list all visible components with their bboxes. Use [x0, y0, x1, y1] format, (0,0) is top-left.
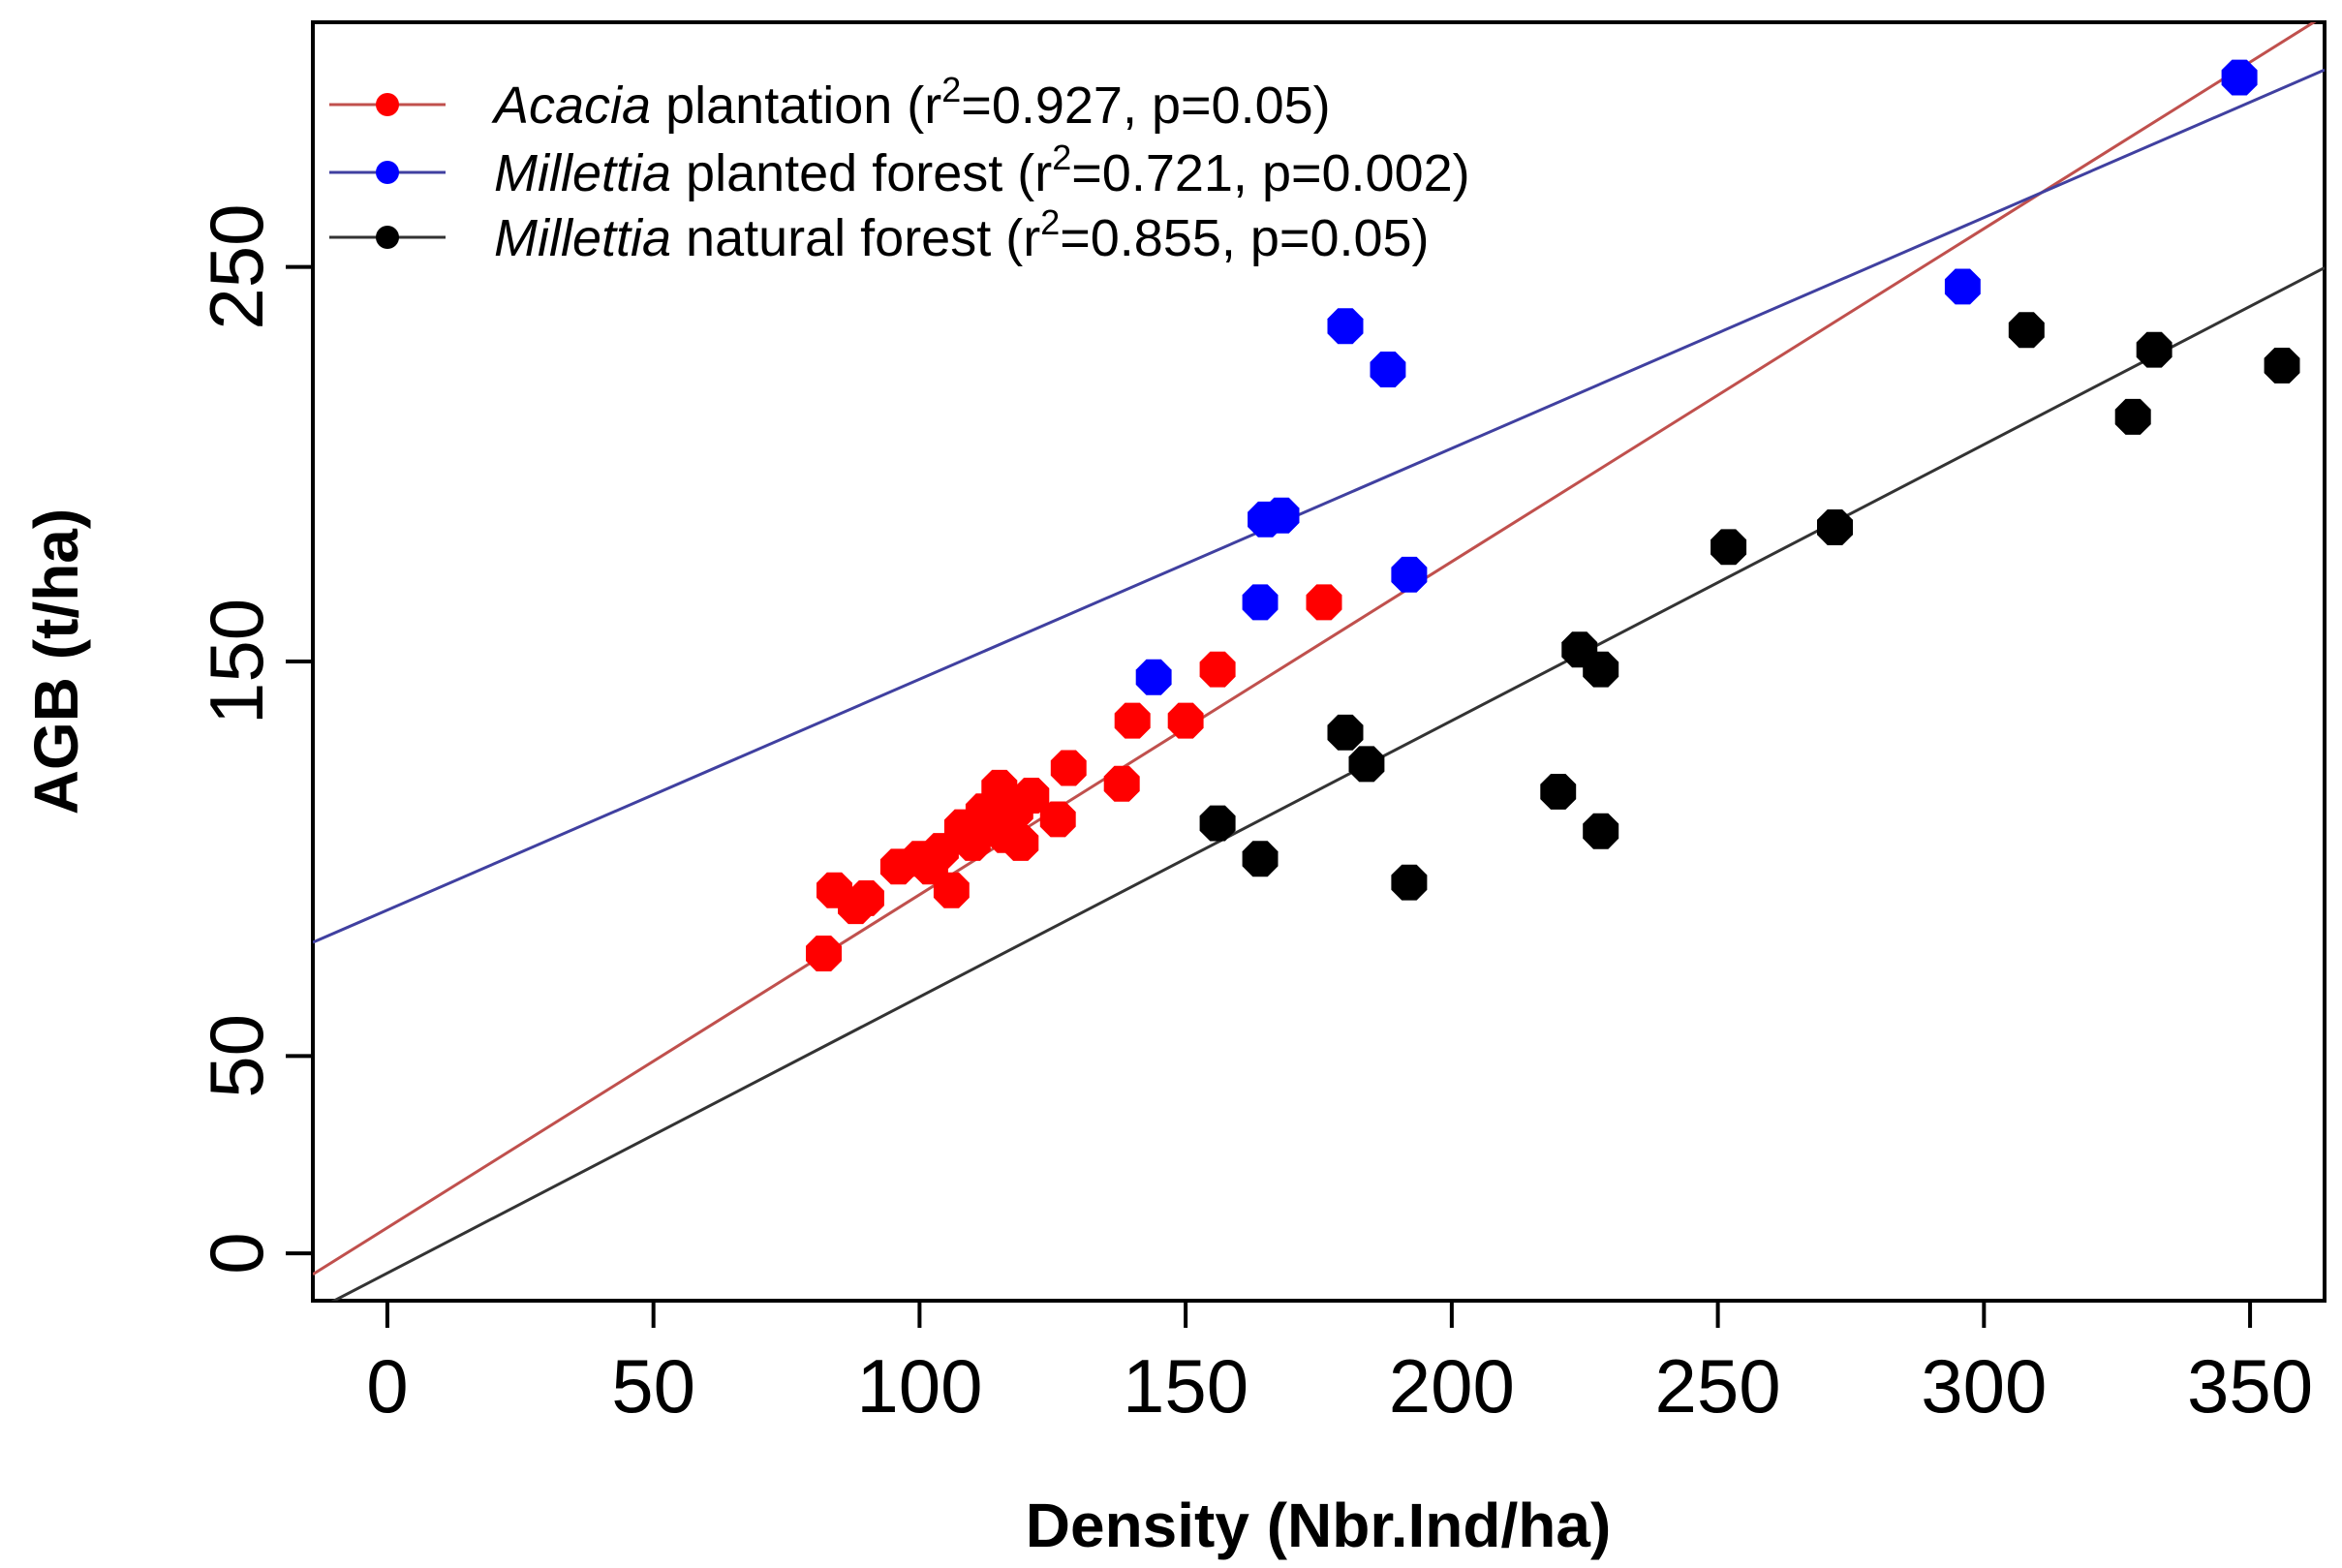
point-series-0-21	[1114, 702, 1151, 739]
y-axis: 0 50 150 250	[194, 204, 313, 1275]
point-series-2-14	[2264, 348, 2300, 384]
x-tick-label: 300	[1921, 1343, 2047, 1429]
point-series-2-11	[2008, 312, 2045, 349]
legend-label-0: Acacia plantation (r2=0.927, p=0.05)	[491, 70, 1331, 135]
point-series-0-20	[1103, 765, 1140, 802]
x-tick-label: 200	[1389, 1343, 1515, 1429]
legend-marker-0	[376, 93, 399, 116]
y-tick-label: 0	[194, 1232, 279, 1274]
point-series-2-7	[1583, 651, 1619, 688]
point-series-0-19	[1050, 750, 1087, 786]
point-series-1-8	[2221, 59, 2258, 96]
point-series-1-6	[1391, 556, 1428, 593]
y-tick-label: 50	[194, 1014, 279, 1098]
point-series-0-18	[1039, 801, 1076, 838]
point-series-2-10	[1817, 509, 1853, 545]
fit-line-series-0	[313, 22, 2317, 1276]
legend-label-2: Millettia natural forest (r2=0.855, p=0.…	[494, 202, 1430, 267]
x-tick-label: 250	[1655, 1343, 1781, 1429]
point-series-0-17	[1013, 778, 1050, 814]
point-series-1-0	[1135, 659, 1172, 695]
x-tick-label: 0	[366, 1343, 408, 1429]
point-series-2-2	[1327, 714, 1364, 751]
y-axis-title: AGB (t/ha)	[21, 508, 91, 815]
point-series-0-24	[1306, 584, 1342, 621]
point-series-2-12	[2114, 398, 2151, 435]
point-series-0-16	[1002, 824, 1039, 861]
legend: Acacia plantation (r2=0.927, p=0.05)Mill…	[329, 70, 1470, 267]
x-axis-title: Density (Nbr.Ind/ha)	[1026, 1491, 1612, 1560]
legend-label-1: Millettia planted forest (r2=0.721, p=0.…	[494, 138, 1470, 202]
y-tick-label: 250	[194, 204, 279, 330]
point-series-2-3	[1348, 746, 1385, 783]
point-series-2-1	[1242, 841, 1279, 877]
legend-marker-2	[376, 226, 399, 249]
data-points	[806, 59, 2300, 971]
point-series-0-7	[922, 833, 959, 869]
point-series-0-23	[1199, 651, 1236, 688]
point-series-0-22	[1167, 702, 1204, 739]
point-series-2-0	[1199, 805, 1236, 842]
point-series-0-10	[954, 824, 991, 861]
point-series-1-4	[1327, 308, 1364, 345]
legend-marker-1	[376, 161, 399, 184]
point-series-0-3	[848, 880, 884, 916]
point-series-0-8	[933, 872, 970, 908]
point-series-2-9	[1710, 529, 1747, 566]
point-series-1-5	[1370, 352, 1406, 387]
fit-line-series-2	[330, 266, 2325, 1301]
y-tick-label: 150	[194, 599, 279, 724]
point-series-1-3	[1263, 497, 1300, 534]
x-tick-label: 50	[611, 1343, 695, 1429]
x-axis: 0 50 100 150 200 250 300 350	[366, 1301, 2313, 1429]
point-series-1-1	[1242, 584, 1279, 621]
point-series-2-13	[2136, 331, 2173, 368]
point-series-2-4	[1391, 864, 1428, 901]
point-series-2-8	[1583, 813, 1619, 849]
point-series-1-7	[1944, 268, 1981, 305]
point-series-0-0	[806, 936, 842, 971]
fit-lines	[313, 22, 2325, 1301]
fit-line-series-1	[313, 68, 2325, 944]
x-tick-label: 150	[1123, 1343, 1248, 1429]
x-tick-label: 100	[856, 1343, 982, 1429]
x-tick-label: 350	[2187, 1343, 2313, 1429]
point-series-2-5	[1540, 774, 1577, 810]
